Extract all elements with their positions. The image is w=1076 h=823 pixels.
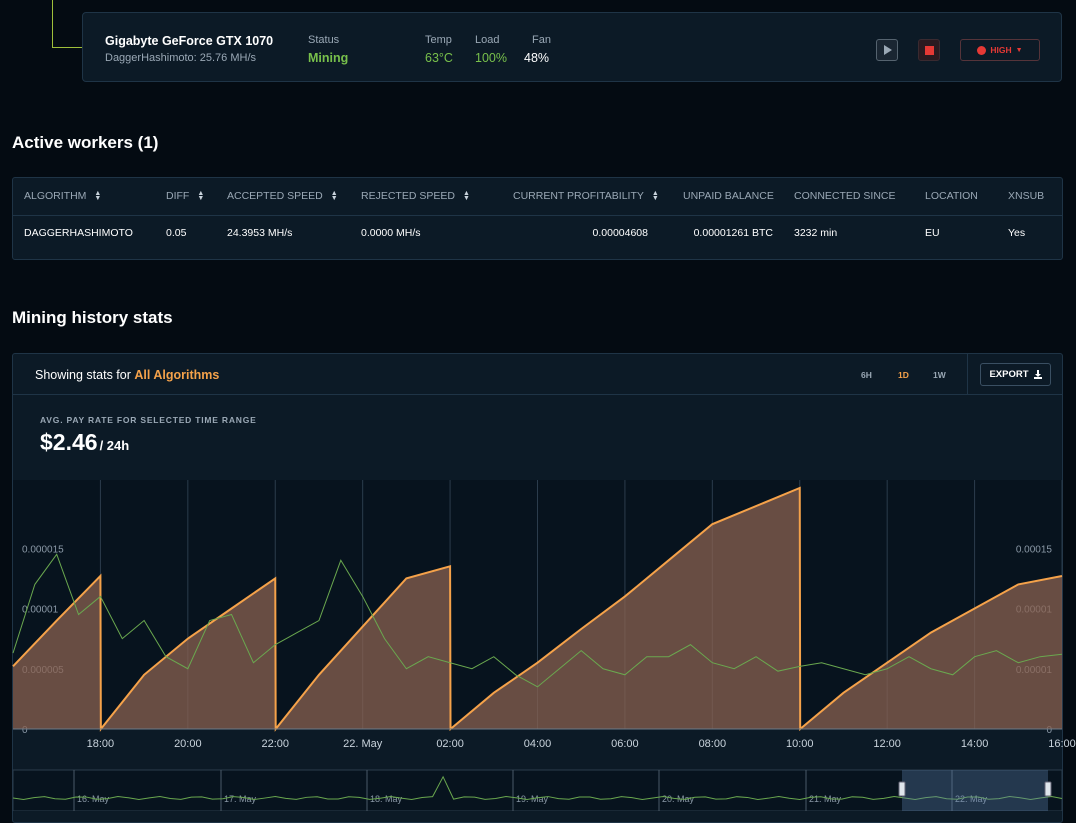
sort-icon: ▲ ▼ bbox=[651, 190, 659, 203]
stop-button[interactable] bbox=[918, 39, 940, 61]
stop-icon bbox=[924, 45, 934, 55]
cell-location: EU bbox=[925, 227, 940, 239]
navigator-handle[interactable] bbox=[1044, 781, 1052, 797]
range-6h-button[interactable]: 6H bbox=[861, 370, 872, 380]
x-tick-label: 06:00 bbox=[611, 738, 639, 750]
x-tick-label: 16:00 bbox=[1048, 738, 1076, 750]
navigator-label: 22. May bbox=[955, 794, 988, 804]
navigator-series bbox=[12, 775, 1063, 801]
navigator-handle[interactable] bbox=[898, 781, 906, 797]
sort-icon: ▲ ▼ bbox=[330, 190, 338, 203]
chevron-down-icon: ▼ bbox=[1015, 46, 1023, 54]
x-tick-label: 22:00 bbox=[261, 738, 289, 750]
cell-rejected-speed: 0.0000 MH/s bbox=[361, 227, 421, 239]
device-algorithm-speed: DaggerHashimoto: 25.76 MH/s bbox=[105, 52, 257, 64]
x-tick-label: 02:00 bbox=[436, 738, 464, 750]
avg-pay-rate-unit: / 24h bbox=[99, 438, 130, 453]
start-button[interactable] bbox=[876, 39, 898, 61]
x-tick-label: 14:00 bbox=[961, 738, 989, 750]
x-tick-label: 20:00 bbox=[174, 738, 202, 750]
y-tick-label-left: 0.000015 bbox=[22, 544, 64, 555]
gauge-icon bbox=[977, 45, 987, 55]
algorithm-filter-link[interactable]: All Algorithms bbox=[134, 368, 220, 382]
cell-unpaid-balance: 0.00001261 BTC bbox=[693, 227, 773, 239]
navigator bbox=[12, 769, 1063, 811]
x-tick-label: 12:00 bbox=[873, 738, 901, 750]
mining-history-title: Mining history stats bbox=[12, 308, 173, 327]
header-divider bbox=[967, 354, 968, 394]
column-header-accepted-speed[interactable]: ACCEPTED SPEED ▲ ▼ bbox=[227, 190, 338, 203]
load-label: Load bbox=[475, 34, 500, 46]
status-value: Mining bbox=[308, 51, 349, 65]
cell-xnsub: Yes bbox=[1008, 227, 1026, 239]
column-header-xnsub: XNSUB bbox=[1008, 190, 1045, 202]
load-value: 100% bbox=[475, 51, 507, 65]
cell-diff: 0.05 bbox=[166, 227, 187, 239]
power-mode-dropdown[interactable]: HIGH ▼ bbox=[960, 39, 1040, 61]
x-tick-label: 10:00 bbox=[786, 738, 814, 750]
power-mode-label: HIGH bbox=[990, 45, 1012, 55]
navigator-selection bbox=[902, 770, 1048, 811]
column-header-algorithm[interactable]: ALGORITHM ▲ ▼ bbox=[24, 190, 102, 203]
cell-connected-since: 3232 min bbox=[794, 227, 838, 239]
range-1w-button[interactable]: 1W bbox=[933, 370, 946, 380]
workers-table: ALGORITHM ▲ ▼ DIFF ▲ ▼ ACCEPTED SPEED ▲ ▼ REJE… bbox=[12, 177, 1063, 260]
navigator-label: 21. May bbox=[809, 794, 842, 804]
sort-icon: ▲ ▼ bbox=[462, 190, 470, 203]
header-divider-horizontal bbox=[13, 394, 1062, 395]
device-name: Gigabyte GeForce GTX 1070 bbox=[105, 34, 274, 48]
cell-algorithm: DAGGERHASHIMOTO bbox=[24, 227, 133, 239]
device-card: Gigabyte GeForce GTX 1070 DaggerHashimot… bbox=[82, 12, 1062, 82]
navigator-label: 18. May bbox=[370, 794, 403, 804]
range-1d-button[interactable]: 1D bbox=[898, 370, 909, 380]
temp-label: Temp bbox=[425, 34, 452, 46]
device-connector-line bbox=[52, 0, 83, 48]
fan-label: Fan bbox=[532, 34, 551, 46]
column-header-location: LOCATION bbox=[925, 190, 978, 202]
sort-icon: ▲ ▼ bbox=[94, 190, 102, 203]
export-button[interactable]: EXPORT bbox=[980, 363, 1051, 386]
cell-accepted-speed: 24.3953 MH/s bbox=[227, 227, 293, 239]
x-tick-label: 22. May bbox=[343, 738, 383, 750]
stats-filter-text: Showing stats for All Algorithms bbox=[35, 368, 220, 382]
x-tick-label: 04:00 bbox=[524, 738, 552, 750]
y-tick-label-right: 0.00015 bbox=[1016, 544, 1053, 555]
temp-value: 63°C bbox=[425, 51, 453, 65]
profitability-line bbox=[12, 553, 1063, 688]
download-icon bbox=[1033, 370, 1042, 379]
play-icon bbox=[884, 45, 892, 55]
y-tick-label-left: 0 bbox=[22, 725, 28, 736]
x-tick-label: 18:00 bbox=[87, 738, 115, 750]
sort-icon: ▲ ▼ bbox=[197, 190, 205, 203]
y-tick-label-right: 0 bbox=[1046, 725, 1052, 736]
column-header-connected-since: CONNECTED SINCE bbox=[794, 190, 896, 202]
column-header-rejected-speed[interactable]: REJECTED SPEED ▲ ▼ bbox=[361, 190, 470, 203]
avg-pay-rate-value: $2.46/ 24h bbox=[40, 429, 130, 455]
fan-value: 48% bbox=[524, 51, 550, 65]
column-header-diff[interactable]: DIFF ▲ ▼ bbox=[166, 190, 205, 203]
avg-pay-rate-label: AVG. PAY RATE FOR SELECTED TIME RANGE bbox=[40, 415, 257, 425]
table-divider bbox=[13, 215, 1062, 216]
status-label: Status bbox=[308, 34, 340, 46]
navigator-label: 17. May bbox=[224, 794, 257, 804]
x-tick-label: 08:00 bbox=[699, 738, 727, 750]
column-header-unpaid-balance: UNPAID BALANCE bbox=[683, 190, 774, 202]
cell-current-profitability: 0.00004608 bbox=[592, 227, 648, 239]
active-workers-title: Active workers (1) bbox=[12, 133, 159, 152]
y-tick-label-left: 0.00001 bbox=[22, 605, 59, 616]
column-header-current-profitability[interactable]: CURRENT PROFITABILITY ▲ ▼ bbox=[513, 190, 659, 203]
